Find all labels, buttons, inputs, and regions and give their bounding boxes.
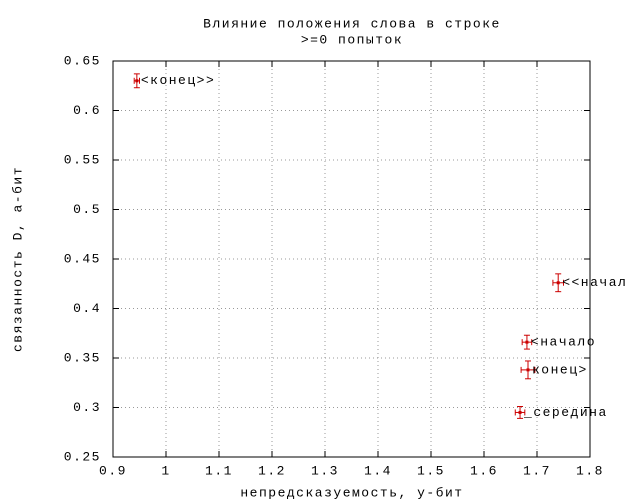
y-tick-label: 0.55 [64, 152, 101, 167]
x-tick-label: 1.4 [364, 463, 392, 478]
y-tick-label: 0.65 [64, 53, 101, 68]
y-tick-label: 0.25 [64, 449, 101, 464]
y-tick-label: 0.45 [64, 251, 101, 266]
chart-subtitle: >=0 попыток [301, 32, 403, 47]
y-axis-label: связанность D, а-бит [10, 166, 25, 352]
x-tick-label: 1.1 [205, 463, 233, 478]
point [556, 281, 560, 285]
x-tick-label: 1.5 [417, 463, 445, 478]
y-tick-label: 0.35 [64, 350, 101, 365]
point-label: <<начало>> [562, 275, 625, 290]
point-label: <конец>> [141, 73, 215, 88]
x-axis-label: непредсказуемость, у-бит [240, 485, 463, 500]
x-tick-label: 1.2 [258, 463, 286, 478]
x-tick-label: 1 [161, 463, 170, 478]
point-label: _середина [523, 405, 608, 420]
point-label: конец> [532, 362, 588, 377]
point [526, 368, 530, 372]
x-tick-label: 1.3 [311, 463, 339, 478]
y-tick-label: 0.3 [73, 400, 101, 415]
y-tick-label: 0.5 [73, 202, 101, 217]
point [525, 340, 529, 344]
x-tick-label: 1.7 [523, 463, 551, 478]
x-tick-label: 1.8 [576, 463, 604, 478]
chart-title: Влияние положения слова в строке [203, 16, 501, 31]
x-tick-label: 1.6 [470, 463, 498, 478]
y-tick-label: 0.6 [73, 103, 101, 118]
plot-frame [112, 60, 591, 458]
point [518, 410, 522, 414]
point [135, 79, 139, 83]
point-label: <начало [531, 335, 596, 350]
x-tick-label: 0.9 [99, 463, 127, 478]
y-tick-label: 0.4 [73, 301, 101, 316]
